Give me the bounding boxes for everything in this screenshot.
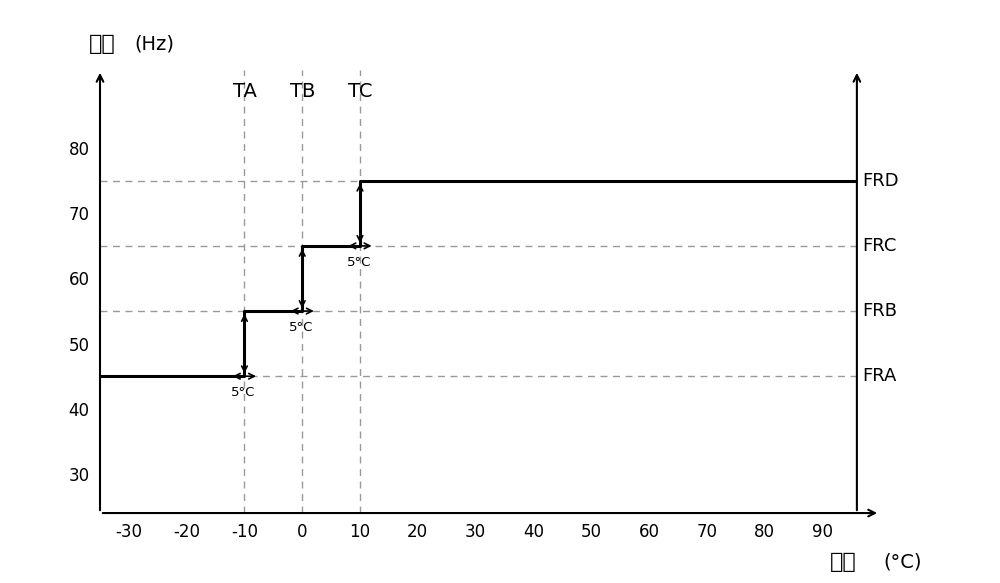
Text: 5°C: 5°C [289,321,313,334]
Text: TB: TB [290,82,315,101]
Text: 帧频: 帧频 [88,34,115,54]
Text: FRC: FRC [863,237,897,255]
Text: TC: TC [348,82,372,101]
Text: TA: TA [233,82,256,101]
Text: 温度: 温度 [830,552,857,572]
Text: (Hz): (Hz) [135,34,175,54]
Text: FRD: FRD [863,172,899,189]
Text: FRB: FRB [863,302,898,320]
Text: 5°C: 5°C [231,386,256,399]
Text: FRA: FRA [863,367,897,385]
Text: 5°C: 5°C [347,256,371,269]
Text: (°C): (°C) [883,552,921,571]
